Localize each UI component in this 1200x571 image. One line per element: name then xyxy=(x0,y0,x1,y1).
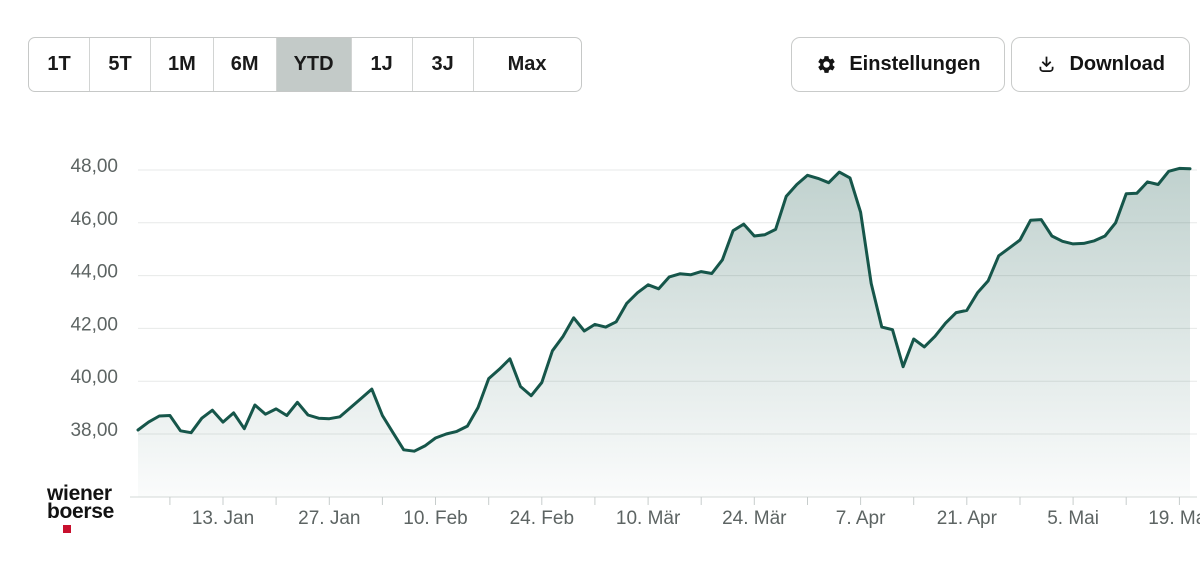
y-axis-label: 42,00 xyxy=(70,314,118,335)
x-axis-label: 10. Mär xyxy=(616,508,681,529)
range-button-group: 1T 5T 1M 6M YTD 1J 3J Max xyxy=(28,37,582,92)
download-button-label: Download xyxy=(1069,53,1165,75)
price-line[interactable] xyxy=(136,166,1192,453)
y-axis-label: 38,00 xyxy=(70,420,118,441)
x-axis-label: 7. Apr xyxy=(836,508,886,529)
range-button-1t[interactable]: 1T xyxy=(29,38,90,91)
y-axis-label: 46,00 xyxy=(70,209,118,230)
range-button-3j[interactable]: 3J xyxy=(413,38,474,91)
x-axis-label: 27. Jan xyxy=(298,508,360,529)
x-axis-label: 24. Feb xyxy=(510,508,574,529)
settings-button-label: Einstellungen xyxy=(849,53,981,75)
x-axis-label: 13. Jan xyxy=(192,508,254,529)
y-axis-label: 44,00 xyxy=(70,262,118,283)
range-button-5t[interactable]: 5T xyxy=(90,38,151,91)
y-axis-label: 40,00 xyxy=(70,367,118,388)
x-axis-label: 10. Feb xyxy=(403,508,467,529)
x-axis-label: 19. Mai xyxy=(1148,508,1200,529)
price-chart[interactable]: 48,00 46,00 44,00 42,00 40,00 38,00 13. Jan 27.… xyxy=(0,130,1200,545)
x-axis-label: 5. Mai xyxy=(1047,508,1099,529)
range-button-1m[interactable]: 1M xyxy=(151,38,214,91)
x-axis-label: 21. Apr xyxy=(937,508,998,529)
x-axis-label: 24. Mär xyxy=(722,508,787,529)
range-button-6m[interactable]: 6M xyxy=(214,38,277,91)
range-button-ytd[interactable]: YTD xyxy=(276,38,352,91)
action-buttons: Einstellungen Download xyxy=(791,37,1190,92)
range-button-max[interactable]: Max xyxy=(507,53,547,75)
download-icon xyxy=(1036,54,1057,75)
range-button-1j[interactable]: 1J xyxy=(352,38,413,91)
logo-line2: boerse xyxy=(47,500,115,523)
gear-icon xyxy=(816,54,837,75)
logo-red-square xyxy=(63,525,71,533)
toolbar: 1T 5T 1M 6M YTD 1J 3J Max Einstellungen … xyxy=(28,37,1190,92)
wiener-boerse-logo: wiener boerse xyxy=(47,482,115,533)
y-axis-label: 48,00 xyxy=(70,156,118,177)
area-fill xyxy=(138,168,1190,497)
logo-line1: wiener xyxy=(47,482,112,505)
settings-button[interactable]: Einstellungen xyxy=(791,37,1006,92)
download-button[interactable]: Download xyxy=(1011,37,1190,92)
